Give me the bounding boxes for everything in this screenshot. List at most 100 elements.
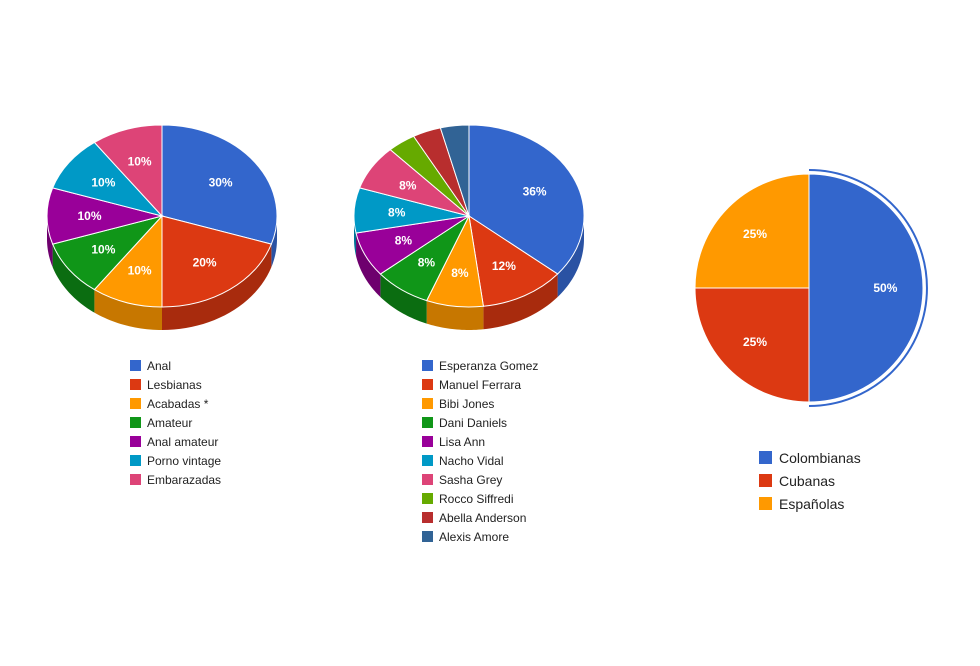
legend-item-esperanza-gomez[interactable]: Esperanza Gomez: [422, 356, 538, 375]
pie-side-lesbianas: [162, 244, 272, 330]
legend-performers: Esperanza Gomez Manuel Ferrara Bibi Jones D…: [422, 356, 538, 546]
slice-label-anal: 30%: [209, 175, 233, 189]
legend-item-amateur[interactable]: Amateur: [130, 413, 221, 432]
legend-item-bibi-jones[interactable]: Bibi Jones: [422, 394, 538, 413]
legend-swatch: [130, 436, 141, 447]
pie-side-anal: [271, 216, 277, 268]
legend-label: Sasha Grey: [439, 472, 503, 487]
legend-label: Dani Daniels: [439, 415, 508, 430]
slice-label-manuel-ferrara: 12%: [492, 259, 516, 273]
legend-label: Abella Anderson: [439, 510, 527, 525]
legend-item-porno-vintage[interactable]: Porno vintage: [130, 451, 221, 470]
legend-item-alexis-amore[interactable]: Alexis Amore: [422, 527, 538, 546]
legend-label: Rocco Siffredi: [439, 491, 514, 506]
legend-label: Bibi Jones: [439, 396, 495, 411]
legend-item-cubanas[interactable]: Cubanas: [759, 469, 861, 492]
legend-swatch: [422, 455, 433, 466]
pie-slice-espanolas[interactable]: [694, 173, 810, 289]
legend-item-dani-daniels[interactable]: Dani Daniels: [422, 413, 538, 432]
legend-label: Anal: [147, 358, 172, 373]
legend-item-anal[interactable]: Anal: [130, 356, 221, 375]
legend-item-lesbianas[interactable]: Lesbianas: [130, 375, 221, 394]
legend-item-rocco-siffredi[interactable]: Rocco Siffredi: [422, 489, 538, 508]
legend-swatch: [130, 360, 141, 371]
legend-item-espanolas[interactable]: Españolas: [759, 492, 861, 515]
pie-slice-porno-vintage[interactable]: [51, 141, 164, 217]
pie-side-lisa-ann: [356, 233, 381, 298]
legend-item-abella-anderson[interactable]: Abella Anderson: [422, 508, 538, 527]
legend-swatch: [130, 455, 141, 466]
legend-item-lisa-ann[interactable]: Lisa Ann: [422, 432, 538, 451]
slice-label-lesbianas: 20%: [193, 255, 217, 269]
legend-swatch: [422, 493, 433, 504]
legend-swatch: [130, 474, 141, 485]
legend-swatch: [422, 512, 433, 523]
pie-side-anal-amateur: [47, 216, 53, 268]
pie-slice-colombianas[interactable]: [808, 173, 924, 403]
legend-swatch: [759, 451, 772, 464]
slice-highlight-ring: [808, 169, 928, 407]
legend-label: Lisa Ann: [439, 434, 486, 449]
legend-label: Amateur: [147, 415, 193, 430]
legend-swatch: [422, 531, 433, 542]
slice-label-dani-daniels: 8%: [418, 255, 436, 269]
legend-swatch: [422, 360, 433, 371]
pie-side-manuel-ferrara: [483, 274, 558, 330]
legend-item-acabadas[interactable]: Acabadas *: [130, 394, 221, 413]
slice-label-lisa-ann: 8%: [395, 233, 413, 247]
legend-swatch: [130, 398, 141, 409]
slice-label-nacho-vidal: 8%: [388, 205, 406, 219]
legend-label: Esperanza Gomez: [439, 358, 539, 373]
slice-label-porno-vintage: 10%: [91, 175, 115, 189]
pie-side-bibi-jones: [426, 300, 484, 330]
legend-item-nacho-vidal[interactable]: Nacho Vidal: [422, 451, 538, 470]
legend-swatch: [422, 436, 433, 447]
legend-item-sasha-grey[interactable]: Sasha Grey: [422, 470, 538, 489]
pie-side-dani-daniels: [380, 274, 427, 324]
legend-label: Españolas: [779, 495, 845, 512]
legend-swatch: [422, 417, 433, 428]
legend-label: Porno vintage: [147, 453, 222, 468]
legend-label: Colombianas: [779, 449, 861, 466]
pie-side-esperanza-gomez: [557, 216, 584, 298]
pie-side-amateur: [52, 244, 95, 313]
pie-slice-acabadas[interactable]: [93, 214, 163, 308]
slice-label-embarazadas: 10%: [128, 155, 152, 169]
pie-slice-cubanas[interactable]: [694, 287, 810, 403]
legend-swatch: [759, 474, 772, 487]
legend-label: Embarazadas: [147, 472, 222, 487]
pie-chart-performers: 36% 12% 8% 8% 8% 8% 8%: [353, 124, 585, 330]
pie-slice-embarazadas[interactable]: [93, 124, 163, 218]
legend-categories: Anal Lesbianas Acabadas * Amateur Anal amate…: [130, 356, 221, 489]
pie-chart-categories: 30% 20% 10% 10% 10% 10% 10%: [46, 124, 278, 330]
pie-slice-lesbianas[interactable]: [161, 215, 273, 308]
legend-swatch: [130, 417, 141, 428]
slice-label-amateur: 10%: [91, 243, 115, 257]
pie-slice-manuel-ferrara[interactable]: [468, 214, 559, 307]
pie-slice-anal-amateur[interactable]: [46, 187, 163, 245]
pie-slice-alexis-amore[interactable]: [439, 124, 470, 217]
legend-swatch: [422, 398, 433, 409]
slice-label-anal-amateur: 10%: [77, 209, 101, 223]
legend-item-embarazadas[interactable]: Embarazadas: [130, 470, 221, 489]
legend-swatch: [422, 474, 433, 485]
legend-swatch: [422, 379, 433, 390]
slice-label-espanolas: 25%: [743, 227, 767, 241]
legend-label: Cubanas: [779, 472, 836, 489]
legend-item-anal-amateur[interactable]: Anal amateur: [130, 432, 221, 451]
legend-label: Lesbianas: [147, 377, 202, 392]
pie-chart-nationalities: 50% 25% 25%: [694, 169, 928, 407]
legend-nationalities: Colombianas Cubanas Españolas: [759, 446, 861, 515]
slice-label-cubanas: 25%: [743, 335, 767, 349]
pie-slice-esperanza-gomez[interactable]: [468, 124, 585, 275]
legend-label: Nacho Vidal: [439, 453, 504, 468]
legend-swatch: [759, 497, 772, 510]
legend-item-manuel-ferrara[interactable]: Manuel Ferrara: [422, 375, 538, 394]
pie-slice-anal[interactable]: [161, 124, 278, 245]
pie-slice-amateur[interactable]: [51, 215, 164, 291]
legend-item-colombianas[interactable]: Colombianas: [759, 446, 861, 469]
pie-side-acabadas: [94, 289, 162, 330]
legend-label: Anal amateur: [147, 434, 219, 449]
